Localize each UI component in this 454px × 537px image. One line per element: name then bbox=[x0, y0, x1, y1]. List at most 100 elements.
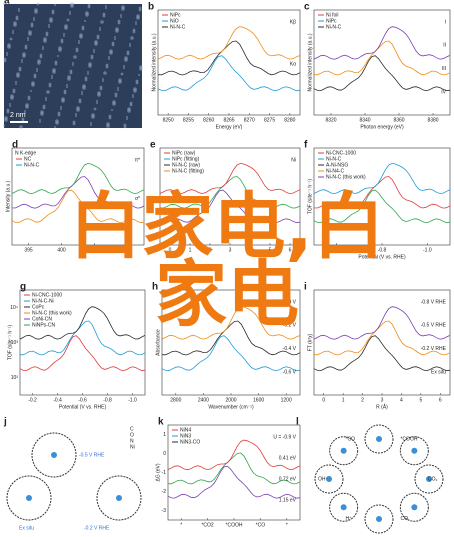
atom-dot bbox=[135, 21, 137, 23]
annotation: -0.5 V RHE bbox=[421, 323, 447, 329]
atom-dot bbox=[108, 56, 110, 58]
panel-letter: h bbox=[152, 282, 158, 293]
curve bbox=[19, 306, 146, 340]
atom-dot bbox=[120, 14, 122, 16]
molecule bbox=[399, 492, 429, 522]
atom-dot bbox=[30, 22, 34, 26]
x-tick-label: 4 bbox=[400, 397, 403, 403]
curve bbox=[11, 189, 145, 224]
atom-dot bbox=[87, 73, 89, 75]
annotation: U = -0.9 V bbox=[273, 434, 296, 440]
legend-entry: Ni-CNC-1000 bbox=[32, 292, 62, 298]
panel-letter: c bbox=[304, 2, 310, 13]
panel-letter: d bbox=[12, 140, 18, 151]
curve bbox=[167, 452, 301, 485]
y-tick-label: 10⁴ bbox=[10, 305, 18, 311]
atom-dot bbox=[81, 93, 83, 95]
legend-entry: Ni-N-C bbox=[326, 24, 342, 30]
curve bbox=[313, 320, 451, 356]
atom-dot bbox=[90, 54, 94, 58]
x-axis-label: Energy (eV) bbox=[216, 124, 243, 130]
atom-dot bbox=[117, 89, 119, 91]
atom-dot bbox=[57, 113, 61, 117]
atom-dot bbox=[111, 109, 113, 111]
atom-dot bbox=[133, 87, 137, 91]
x-tick-label: 2 bbox=[209, 247, 212, 253]
y-tick-label: -2 bbox=[162, 489, 167, 495]
annotation: 0 V bbox=[288, 299, 296, 305]
atom-dot bbox=[22, 52, 26, 56]
atom-dot bbox=[100, 20, 104, 24]
molecule bbox=[329, 436, 359, 466]
ni-atom bbox=[411, 504, 418, 511]
atom-dot bbox=[99, 27, 101, 29]
atom-dot bbox=[60, 40, 64, 44]
panel-letter: b bbox=[148, 2, 154, 13]
legend-entry: NiNPs-CN bbox=[32, 322, 55, 328]
legend-entry: NiN3-CO bbox=[180, 439, 200, 445]
annotation: 0.72 eV bbox=[279, 477, 297, 483]
atom-dot bbox=[33, 19, 35, 21]
atom-dot bbox=[48, 84, 52, 88]
atom-dot bbox=[78, 100, 82, 104]
atom-dot bbox=[61, 97, 65, 101]
x-tick-label: 0 bbox=[169, 247, 172, 253]
legend-entry: Ni-N-C (this work) bbox=[326, 174, 366, 180]
annotation: σ* bbox=[135, 196, 140, 202]
x-tick-label: 8280 bbox=[284, 117, 295, 123]
ni-atom bbox=[340, 504, 347, 511]
atom-dot bbox=[123, 65, 125, 67]
atom-dot bbox=[9, 103, 11, 105]
atom-dot bbox=[40, 110, 44, 114]
x-tick-label: -1.0 bbox=[423, 247, 432, 253]
x-axis-label: Potential (V vs. RHE) bbox=[59, 404, 107, 410]
atom-dot bbox=[30, 24, 34, 28]
atom-dot bbox=[115, 27, 119, 31]
atom-dot bbox=[132, 30, 136, 34]
atom-dot bbox=[79, 33, 83, 37]
atom-dot bbox=[132, 94, 134, 96]
atom-dot bbox=[138, 8, 142, 12]
x-tick-label: 8380 bbox=[427, 117, 438, 123]
atom-dot bbox=[12, 30, 14, 32]
atom-dot bbox=[16, 72, 20, 76]
ni-atom bbox=[116, 495, 122, 501]
atom-dot bbox=[27, 37, 29, 39]
y-tick-label: -1 bbox=[162, 470, 167, 476]
atom-dot bbox=[66, 86, 68, 88]
legend-entry: Ni-N-C bbox=[24, 162, 40, 168]
atom-dot bbox=[18, 10, 20, 12]
curve bbox=[161, 306, 301, 340]
molecule bbox=[364, 504, 394, 534]
atom-dot bbox=[76, 106, 80, 110]
legend-entry: C bbox=[130, 426, 134, 432]
x-axis-label: Photon energy (eV) bbox=[360, 124, 404, 130]
atom-dot bbox=[130, 36, 134, 40]
atom-dot bbox=[25, 103, 29, 107]
legend-entry: Ni-CNC-1000 bbox=[326, 150, 356, 156]
atom-dot bbox=[51, 11, 55, 15]
curve bbox=[159, 176, 301, 209]
legend-entry: A-Ni-NSG bbox=[326, 162, 348, 168]
atom-dot bbox=[63, 89, 67, 93]
atom-dot bbox=[6, 110, 10, 114]
x-axis-label: R (Å) bbox=[376, 403, 388, 410]
atom-dot bbox=[97, 91, 101, 95]
atom-dot bbox=[24, 112, 26, 114]
atom-dot bbox=[82, 84, 86, 88]
annotation: IV bbox=[441, 89, 446, 95]
atom-dot bbox=[126, 118, 128, 120]
atom-dot bbox=[58, 46, 62, 50]
atom-dot bbox=[28, 30, 32, 34]
atom-dot bbox=[19, 125, 23, 129]
atom-dot bbox=[33, 73, 37, 77]
legend-entry: N bbox=[130, 438, 134, 444]
atom-dot bbox=[24, 46, 28, 50]
x-tick-label: 3 bbox=[381, 397, 384, 403]
atom-dot bbox=[15, 15, 19, 19]
atom-dot bbox=[36, 2, 40, 6]
atom-dot bbox=[84, 78, 88, 82]
annotation: CO₂ bbox=[428, 476, 438, 482]
atom-dot bbox=[75, 115, 77, 117]
atom-dot bbox=[106, 122, 110, 126]
